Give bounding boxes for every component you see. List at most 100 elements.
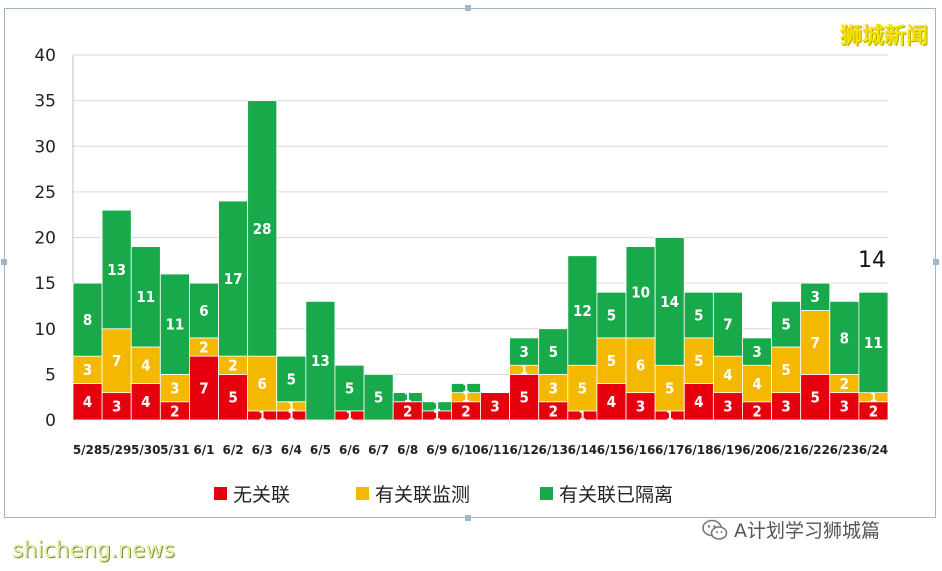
bar-segment bbox=[247, 100, 278, 357]
data-label: 3 bbox=[752, 343, 761, 361]
legend-swatch-quarantined bbox=[540, 487, 553, 500]
data-label: 2 bbox=[549, 402, 558, 420]
bar-segment bbox=[771, 346, 802, 394]
data-label: 1 bbox=[404, 391, 412, 405]
data-label: 3 bbox=[112, 398, 121, 416]
data-label: 7 bbox=[723, 316, 732, 334]
data-label: 1 bbox=[462, 381, 470, 395]
bar-segment bbox=[509, 373, 540, 421]
x-tick-label: 6/17 bbox=[655, 443, 684, 457]
data-label: 5 bbox=[781, 361, 790, 379]
bar-segment bbox=[538, 373, 569, 403]
x-tick-label: 6/24 bbox=[859, 443, 888, 457]
bar-segment bbox=[72, 282, 103, 357]
data-label: 11 bbox=[864, 334, 883, 352]
frame-handle-bottom[interactable] bbox=[465, 515, 471, 521]
data-label: 3 bbox=[811, 288, 820, 306]
bar-segment bbox=[159, 273, 190, 375]
bar-segment bbox=[712, 291, 743, 357]
data-label: 4 bbox=[694, 393, 703, 411]
x-tick-label: 6/16 bbox=[626, 443, 655, 457]
data-label: 4 bbox=[141, 357, 150, 375]
data-label: 3 bbox=[723, 398, 732, 416]
frame-handle-left[interactable] bbox=[1, 259, 7, 265]
data-label: 17 bbox=[224, 270, 243, 288]
y-tick-label: 15 bbox=[34, 274, 56, 294]
bar-segment bbox=[712, 355, 743, 394]
bar-segment bbox=[742, 364, 772, 403]
stacked-bar-chart: 05101520253035404385/2837135/2944115/302… bbox=[34, 46, 889, 457]
data-label: 2 bbox=[403, 402, 412, 420]
data-label: 13 bbox=[107, 261, 126, 279]
data-label: 11 bbox=[136, 288, 155, 306]
data-label: 28 bbox=[253, 220, 272, 238]
data-label: 5 bbox=[694, 306, 703, 324]
data-label: 5 bbox=[345, 379, 354, 397]
bar-segment bbox=[305, 300, 336, 421]
data-label: 2 bbox=[170, 402, 179, 420]
bar-segment bbox=[218, 373, 249, 421]
data-label: 12 bbox=[573, 302, 592, 320]
data-label: 1 bbox=[520, 363, 528, 377]
data-label: 14 bbox=[660, 293, 679, 311]
data-label: 5 bbox=[228, 389, 237, 407]
bar-segment bbox=[218, 200, 249, 357]
data-label: 2 bbox=[840, 375, 849, 393]
x-tick-label: 6/2 bbox=[223, 443, 244, 457]
data-label: 3 bbox=[519, 343, 528, 361]
frame-handle-right[interactable] bbox=[933, 259, 939, 265]
x-tick-label: 5/28 bbox=[73, 443, 102, 457]
data-label: 3 bbox=[170, 379, 179, 397]
bar-segment bbox=[450, 383, 481, 394]
data-label: 5 bbox=[665, 379, 674, 397]
x-tick-label: 6/18 bbox=[684, 443, 713, 457]
x-tick-label: 6/8 bbox=[397, 443, 418, 457]
data-label: 4 bbox=[141, 393, 150, 411]
bar-segment bbox=[247, 355, 278, 412]
wechat-account: A计划学习狮城篇 bbox=[702, 516, 880, 543]
bar-segment bbox=[771, 300, 802, 348]
x-tick-label: 6/15 bbox=[597, 443, 626, 457]
x-tick-label: 6/20 bbox=[742, 443, 771, 457]
bar-segment bbox=[101, 392, 132, 421]
legend-item-monitored: 有关联监测 bbox=[356, 480, 470, 507]
data-label: 6 bbox=[636, 357, 645, 375]
bar-segment bbox=[858, 291, 889, 394]
data-label: 5 bbox=[607, 352, 616, 370]
data-label: 1 bbox=[433, 400, 441, 414]
y-tick-label: 40 bbox=[34, 46, 56, 66]
data-label: 5 bbox=[519, 389, 528, 407]
bar-segment bbox=[829, 300, 860, 375]
bar-segment bbox=[130, 246, 161, 348]
legend-label-monitored: 有关联监测 bbox=[375, 484, 471, 506]
bar-segment bbox=[596, 383, 627, 421]
data-label: 1 bbox=[346, 409, 354, 423]
x-tick-label: 6/11 bbox=[480, 443, 509, 457]
x-tick-label: 6/10 bbox=[451, 443, 480, 457]
data-label: 8 bbox=[840, 329, 849, 347]
bar-segment bbox=[683, 291, 714, 339]
x-tick-label: 6/13 bbox=[539, 443, 568, 457]
bar-segment bbox=[567, 255, 598, 366]
x-tick-label: 6/9 bbox=[426, 443, 447, 457]
data-label: 1 bbox=[579, 409, 587, 423]
data-label: 1 bbox=[666, 409, 674, 423]
x-tick-label: 6/3 bbox=[252, 443, 273, 457]
data-label: 1 bbox=[288, 409, 296, 423]
x-tick-label: 6/5 bbox=[310, 443, 331, 457]
bar-segment bbox=[625, 246, 656, 339]
data-label: 6 bbox=[199, 302, 208, 320]
data-label: 1 bbox=[433, 409, 441, 423]
x-tick-label: 6/4 bbox=[281, 443, 302, 457]
data-label: 3 bbox=[636, 398, 645, 416]
x-tick-label: 5/30 bbox=[131, 443, 160, 457]
x-tick-label: 6/19 bbox=[713, 443, 742, 457]
wechat-caption: A计划学习狮城篇 bbox=[734, 520, 880, 542]
frame-handle-top[interactable] bbox=[465, 5, 471, 11]
data-label: 5 bbox=[287, 370, 296, 388]
chart-legend: 无关联 有关联监测 有关联已隔离 bbox=[0, 480, 942, 506]
data-label: 6 bbox=[258, 375, 267, 393]
data-label: 2 bbox=[199, 338, 208, 356]
legend-swatch-monitored bbox=[356, 487, 369, 500]
x-tick-label: 6/12 bbox=[509, 443, 538, 457]
